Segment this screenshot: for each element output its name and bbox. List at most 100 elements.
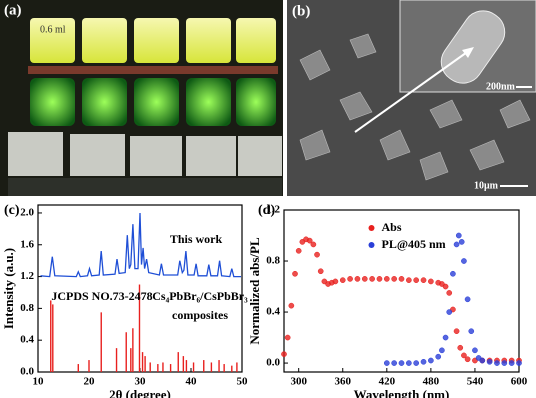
data-point [446,290,453,296]
data-point [508,360,515,366]
photo-a: (a) 0.6 ml [0,0,283,196]
data-point [461,352,467,359]
legend-label: PL@405 nm [382,237,446,251]
x-tick-label: 40 [186,376,198,388]
plot-frame [283,209,520,373]
vial-glow [186,78,231,126]
data-point [332,278,339,285]
balance [70,134,125,176]
data-point [442,283,449,290]
y-tick-label: 1.2 [20,270,34,282]
data-point [458,239,465,245]
balance [186,136,236,176]
crystal [469,139,505,171]
data-point [442,334,449,341]
annotation: Cs₄PbBr₆/CsPbBr₃ [152,289,248,303]
x-tick-label: 10 [33,376,45,388]
x-tick-label: 420 [379,376,396,388]
y-tick-label: 1.6 [20,238,34,250]
panel-label: (a) [4,2,22,18]
annotation: composites [172,308,228,322]
y-tick-label: 1.2 [266,204,280,216]
crystal [419,151,449,181]
y-tick-label: 0.8 [266,255,280,267]
crystal [499,99,531,129]
x-tick-label: 600 [511,376,528,388]
annotation: This work [170,232,223,246]
balance [130,136,182,176]
vial-glow [134,78,179,126]
annotation: JCPDS NO.73-2478 [51,289,152,303]
x-tick-label: 480 [423,376,440,388]
x-tick-label: 360 [335,376,352,388]
data-point [295,247,302,254]
data-point [369,276,375,282]
crystal [429,99,463,129]
y-axis-label: Intensity (a.u.) [1,248,16,329]
data-point [428,357,434,364]
data-point [472,347,478,354]
data-point [361,276,368,282]
data-point [306,237,313,244]
data-point [455,232,462,239]
crystal [299,49,331,81]
data-point [479,357,486,364]
data-point [398,276,405,282]
x-axis-label: 2θ (degree) [109,387,171,398]
data-point [383,360,390,366]
data-point [457,344,464,351]
vial-glow [30,78,75,126]
x-tick-label: 300 [290,376,307,388]
data-point [310,241,317,248]
data-point [516,360,522,366]
data-point [494,360,500,366]
y-tick-label: 0.0 [20,366,34,378]
vial-top [82,18,127,63]
data-point [354,276,361,282]
data-point [288,302,295,309]
data-point [420,358,427,365]
vial-top [236,18,276,63]
vial-top [30,18,75,63]
y-tick-label: 0.8 [20,302,34,314]
crystal-rod [440,10,506,84]
data-point [420,277,427,284]
data-point [435,353,442,360]
crystal [379,129,411,161]
data-point [281,351,287,357]
x-tick-label: 50 [237,376,249,388]
data-point [461,258,467,264]
arrow [354,49,471,133]
data-point [284,334,291,341]
legend-label: Abs [382,220,402,234]
balance-display-row [8,178,282,196]
y-axis-label: Normalized abs/PL [247,237,262,345]
vials [28,18,278,126]
y-tick-label: 0.4 [266,306,280,318]
balance [238,136,282,176]
inset-scale-label: 200nm [486,81,516,92]
data-point [453,328,460,335]
data-point [450,270,456,277]
data-point [376,276,383,282]
panel-label: (c) [4,203,20,218]
data-point [391,360,398,366]
vial-glow [82,78,127,126]
pattern-line [40,212,241,278]
data-point [413,360,420,366]
vial-glow [236,78,276,126]
volume-note: 0.6 ml [40,24,66,35]
panel-label: (b) [292,3,310,19]
arrowhead [462,47,474,58]
data-point [391,276,398,282]
data-point [413,277,420,284]
vial-top [186,18,231,63]
x-tick-label: 30 [135,376,147,388]
table-edge [28,66,278,74]
x-tick-label: 540 [467,376,484,388]
photo-b: (b) 200nm 10μm [287,0,536,196]
data-point [314,251,320,258]
crystals [299,33,531,181]
y-tick-label: 0.4 [20,334,34,346]
